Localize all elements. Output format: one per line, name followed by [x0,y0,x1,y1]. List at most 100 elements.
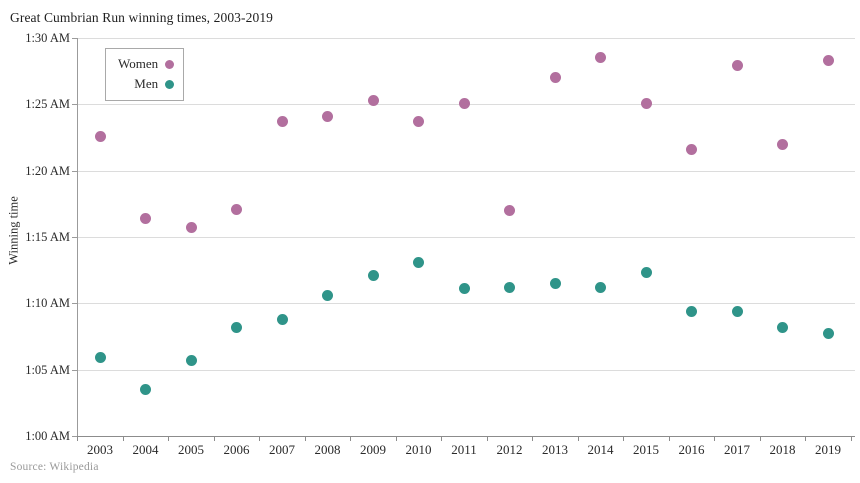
x-axis-tick-label: 2019 [815,442,841,457]
x-axis-tick [532,437,534,441]
gridline [77,38,855,39]
x-axis-tick [350,437,352,441]
gridline [77,370,855,371]
data-point-men-2019[interactable] [822,328,834,340]
x-axis-tick-label: 2006 [223,442,250,457]
data-point-men-2013[interactable] [549,277,561,289]
x-axis-tick-label: 2013 [542,442,568,457]
x-axis-tick-label: 2015 [633,442,659,457]
data-point-men-2011[interactable] [458,283,470,295]
data-point-men-2018[interactable] [777,321,788,333]
y-axis-tick [72,104,77,105]
x-axis-tick [122,437,124,441]
x-axis-tick-label: 2003 [87,442,113,457]
legend-swatch-women [165,59,175,69]
legend-item-men: Men [118,74,175,94]
x-axis-tick-label: 2018 [769,442,796,457]
y-axis-tick-label: 1:25 AM [25,97,70,111]
x-axis-tick-label: 2017 [724,442,750,457]
data-point-men-2008[interactable] [322,289,333,301]
data-point-women-2016[interactable] [686,143,697,155]
data-point-men-2014[interactable] [595,281,606,293]
data-point-women-2003[interactable] [94,130,106,142]
x-axis-tick [714,437,716,441]
y-axis-tick-label: 1:20 AM [25,164,70,178]
legend: Women Men [105,48,185,101]
chart-title: Great Cumbrian Run winning times, 2003-2… [10,10,274,25]
data-point-men-2015[interactable] [640,267,652,279]
x-axis-tick-label: 2007 [269,442,295,457]
data-point-women-2015[interactable] [640,97,652,109]
y-axis-tick-label: 1:15 AM [25,230,70,244]
data-point-women-2013[interactable] [549,72,561,84]
legend-swatch-men [165,79,175,89]
y-axis-tick [72,370,77,371]
data-point-women-2008[interactable] [322,110,333,122]
x-axis-line [77,436,855,437]
data-point-women-2019[interactable] [822,55,834,67]
gridline [77,303,855,304]
legend-label-women: Women [118,56,159,71]
y-axis-line [77,38,78,436]
gridline [77,171,855,172]
x-axis-tick [441,437,443,441]
x-axis-tick [304,437,306,441]
data-point-men-2004[interactable] [140,384,151,396]
y-axis-tick [72,436,77,437]
data-point-women-2017[interactable] [731,60,743,72]
x-axis-tick [77,437,79,441]
y-axis-tick [72,237,77,238]
gridline [77,237,855,238]
x-axis-tick [259,437,261,441]
data-point-men-2007[interactable] [276,313,288,325]
x-axis-tick [850,437,852,441]
x-axis-tick [213,437,215,441]
x-axis-tick-label: 2004 [132,442,159,457]
legend-item-women: Women [118,54,175,74]
x-axis-tick-label: 2005 [178,442,204,457]
x-axis-tick [395,437,397,441]
data-point-women-2010[interactable] [413,116,424,128]
x-axis-tick [668,437,670,441]
x-axis-tick-label: 2016 [678,442,705,457]
y-axis-tick-label: 1:00 AM [25,429,70,443]
x-axis-tick-label: 2011 [451,442,477,457]
data-point-men-2016[interactable] [686,305,697,317]
source-note: Source: Wikipedia [10,461,99,473]
x-axis-tick-label: 2008 [314,442,341,457]
data-point-women-2011[interactable] [458,97,470,109]
y-axis-tick-label: 1:30 AM [25,31,70,45]
data-point-women-2004[interactable] [140,212,151,224]
data-point-women-2006[interactable] [231,203,242,215]
x-axis-tick [623,437,625,441]
data-point-men-2010[interactable] [413,256,424,268]
data-point-men-2005[interactable] [185,354,197,366]
data-point-men-2006[interactable] [231,321,242,333]
x-axis-tick [577,437,579,441]
x-axis-tick-label: 2012 [496,442,523,457]
x-axis-tick [805,437,807,441]
x-axis-tick [168,437,170,441]
x-axis-tick [759,437,761,441]
data-point-women-2018[interactable] [777,138,788,150]
y-axis-tick [72,38,77,39]
x-axis-tick-label: 2009 [360,442,386,457]
data-point-women-2005[interactable] [185,222,197,234]
data-point-women-2014[interactable] [595,52,606,64]
data-point-men-2012[interactable] [504,281,515,293]
data-point-men-2009[interactable] [367,269,379,281]
y-axis-tick [72,171,77,172]
data-point-men-2003[interactable] [94,352,106,364]
data-point-men-2017[interactable] [731,305,743,317]
data-point-women-2007[interactable] [276,116,288,128]
x-axis-tick-label: 2010 [405,442,432,457]
data-point-women-2009[interactable] [367,94,379,106]
legend-label-men: Men [134,76,159,91]
y-axis-tick-label: 1:05 AM [25,363,70,377]
data-point-women-2012[interactable] [504,204,515,216]
x-axis-tick-label: 2014 [587,442,614,457]
x-axis-tick [486,437,488,441]
y-axis-tick-label: 1:10 AM [25,296,70,310]
